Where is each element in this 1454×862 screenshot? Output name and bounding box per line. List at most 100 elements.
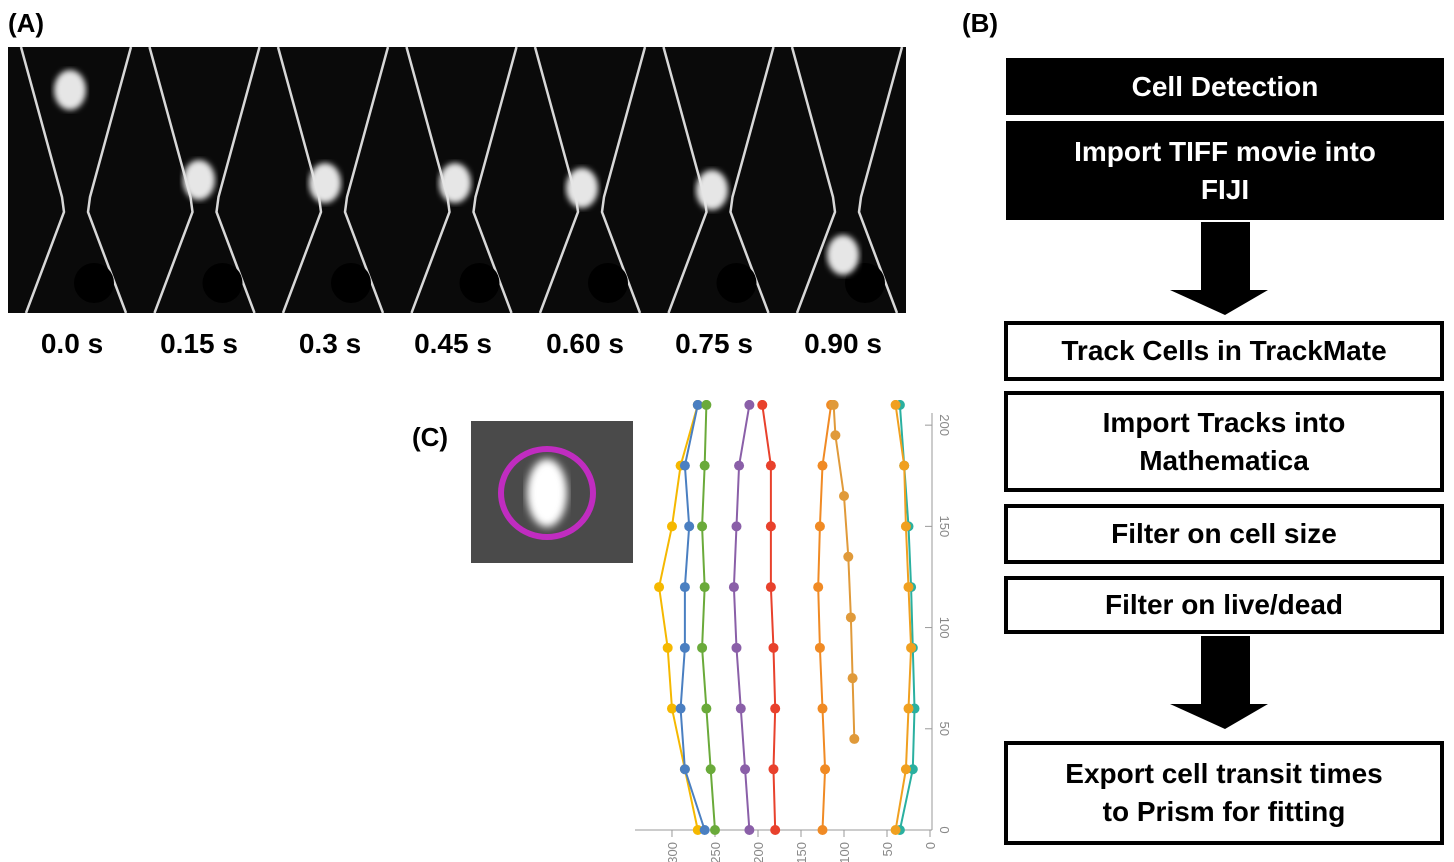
cell bbox=[54, 70, 86, 110]
step-text: Export cell transit times bbox=[1065, 755, 1382, 793]
step-text: Track Cells in TrackMate bbox=[1061, 332, 1386, 370]
cell bbox=[183, 160, 215, 200]
y-tick-label: 150 bbox=[937, 516, 952, 538]
track-point bbox=[667, 521, 677, 531]
track-point bbox=[815, 643, 825, 653]
track-point bbox=[731, 521, 741, 531]
track-point bbox=[667, 704, 677, 714]
track-point bbox=[901, 521, 911, 531]
track-point bbox=[903, 704, 913, 714]
flow-step: Filter on cell size bbox=[1004, 504, 1444, 564]
track-point bbox=[710, 825, 720, 835]
cell bbox=[439, 163, 471, 203]
cell bbox=[527, 459, 567, 527]
y-tick-label: 50 bbox=[937, 722, 952, 736]
cell bbox=[827, 235, 859, 275]
x-tick-label: 300 bbox=[665, 842, 680, 862]
x-tick-label: 150 bbox=[794, 842, 809, 862]
cell bbox=[566, 168, 598, 208]
track-point bbox=[770, 704, 780, 714]
track-point bbox=[757, 400, 767, 410]
track-line bbox=[834, 405, 855, 739]
step-text: Import TIFF movie into bbox=[1074, 133, 1376, 171]
dark-spot bbox=[588, 263, 628, 303]
track-point bbox=[706, 764, 716, 774]
time-label: 0.15 s bbox=[139, 328, 259, 360]
time-label: 0.75 s bbox=[654, 328, 774, 360]
dark-spot bbox=[74, 263, 114, 303]
time-label: 0.60 s bbox=[525, 328, 645, 360]
flow-step: Import Tracks intoMathematica bbox=[1004, 391, 1444, 492]
track-point bbox=[663, 643, 673, 653]
track-point bbox=[839, 491, 849, 501]
microscopy-strip bbox=[8, 47, 906, 313]
track-point bbox=[744, 825, 754, 835]
track-point bbox=[736, 704, 746, 714]
dark-spot bbox=[717, 263, 757, 303]
time-label: 0.90 s bbox=[783, 328, 903, 360]
y-tick-label: 100 bbox=[937, 617, 952, 639]
cell bbox=[696, 170, 728, 210]
track-point bbox=[768, 643, 778, 653]
x-tick-label: 100 bbox=[837, 842, 852, 862]
track-point bbox=[684, 521, 694, 531]
step-text: Import Tracks into bbox=[1103, 404, 1346, 442]
track-point bbox=[700, 582, 710, 592]
dark-spot bbox=[460, 263, 500, 303]
time-label: 0.3 s bbox=[270, 328, 390, 360]
track-point bbox=[676, 704, 686, 714]
track-point bbox=[891, 400, 901, 410]
track-point bbox=[770, 825, 780, 835]
time-label: 0.0 s bbox=[12, 328, 132, 360]
track-point bbox=[729, 582, 739, 592]
y-tick-label: 200 bbox=[937, 414, 952, 436]
track-point bbox=[891, 825, 901, 835]
y-tick-label: 0 bbox=[937, 826, 952, 833]
track-plot: 300 250 200 150 100 50 0 0 50 100 150 200 bbox=[600, 400, 970, 862]
step-text: FIJI bbox=[1201, 171, 1249, 209]
flow-step: Export cell transit timesto Prism for fi… bbox=[1004, 741, 1444, 845]
dark-spot bbox=[331, 263, 371, 303]
step-text: to Prism for fitting bbox=[1103, 793, 1346, 831]
arrow bbox=[1165, 220, 1275, 320]
track-point bbox=[843, 552, 853, 562]
track-point bbox=[766, 521, 776, 531]
panel-label: (C) bbox=[412, 422, 448, 453]
step-text: Mathematica bbox=[1139, 442, 1309, 480]
cell bbox=[309, 163, 341, 203]
x-tick-label: 200 bbox=[751, 842, 766, 862]
track-point bbox=[817, 461, 827, 471]
flow-step: Cell Detection bbox=[1006, 58, 1444, 115]
panel-label: (A) bbox=[8, 8, 44, 39]
track-point bbox=[820, 764, 830, 774]
track-point bbox=[697, 521, 707, 531]
track-point bbox=[701, 704, 711, 714]
track-point bbox=[766, 582, 776, 592]
track-point bbox=[849, 734, 859, 744]
track-point bbox=[848, 673, 858, 683]
track-point bbox=[701, 400, 711, 410]
x-tick-label: 0 bbox=[923, 842, 938, 849]
step-text: Filter on live/dead bbox=[1105, 586, 1343, 624]
dark-spot bbox=[203, 263, 243, 303]
track-point bbox=[744, 400, 754, 410]
track-point bbox=[899, 461, 909, 471]
track-point bbox=[817, 825, 827, 835]
track-point bbox=[768, 764, 778, 774]
x-tick-label: 250 bbox=[708, 842, 723, 862]
track-point bbox=[740, 764, 750, 774]
x-tick-label: 50 bbox=[880, 842, 895, 856]
track-point bbox=[697, 643, 707, 653]
track-point bbox=[680, 582, 690, 592]
track-point bbox=[680, 461, 690, 471]
track-point bbox=[906, 643, 916, 653]
time-label: 0.45 s bbox=[393, 328, 513, 360]
track-point bbox=[815, 521, 825, 531]
figure: (A) (B) (C) 3002502001501005000501001502… bbox=[0, 0, 1454, 862]
track-point bbox=[817, 704, 827, 714]
track-point bbox=[766, 461, 776, 471]
track-point bbox=[829, 400, 839, 410]
track-point bbox=[734, 461, 744, 471]
flow-step: Track Cells in TrackMate bbox=[1004, 321, 1444, 381]
